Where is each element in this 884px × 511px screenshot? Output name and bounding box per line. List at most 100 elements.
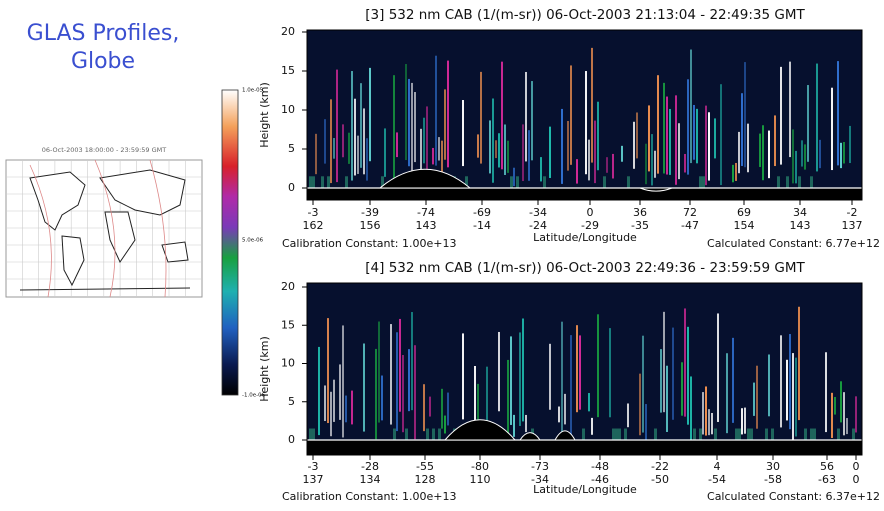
cloud-streak (672, 327, 674, 420)
cloud-streak (441, 140, 443, 188)
cloud-streak (681, 362, 683, 416)
cloud-streak (579, 335, 581, 410)
aerosol-layer (543, 176, 546, 188)
cloud-streak (558, 406, 560, 423)
cloud-streak (744, 62, 746, 168)
cloud-streak (423, 384, 425, 432)
cloud-streak (345, 395, 347, 423)
cloud-streak (525, 71, 527, 162)
cloud-streak (330, 99, 332, 184)
aerosol-layer (627, 176, 630, 188)
aerosol-layer (603, 176, 606, 188)
cloud-streak (477, 383, 479, 435)
cloud-streak (462, 333, 464, 420)
x-tick-lat: -2 (847, 206, 858, 219)
cloud-streak (351, 71, 353, 181)
cloud-streak (705, 105, 707, 186)
aerosol-layer (771, 428, 774, 440)
terrain (639, 187, 673, 192)
aerosol-layer (381, 176, 384, 188)
cloud-streak (447, 392, 449, 426)
aerosol-layer (618, 428, 621, 440)
cloud-streak (636, 112, 638, 159)
cloud-streak (678, 123, 680, 180)
aerosol-layer (426, 428, 429, 440)
cloud-streak (522, 318, 524, 422)
cloud-streak (756, 365, 758, 429)
cloud-streak (486, 366, 488, 424)
cloud-streak (432, 147, 434, 165)
cloud-streak (408, 78, 410, 167)
cloud-streak (435, 55, 437, 166)
x-tick-lat: -34 (529, 206, 547, 219)
x-tick-lon: 128 (415, 473, 436, 486)
cloud-streak (768, 130, 770, 179)
aerosol-layer (309, 176, 312, 188)
aerosol-layer (432, 428, 435, 440)
aerosol-layer (393, 428, 396, 440)
cloud-streak (342, 325, 344, 438)
continent (19, 287, 191, 291)
aerosol-layer (699, 428, 702, 440)
aerosol-layer (810, 428, 813, 440)
cloud-streak (519, 332, 521, 426)
x-tick-lat: 30 (766, 460, 780, 473)
x-tick-lat: 34 (793, 206, 807, 219)
cloud-streak (594, 120, 596, 184)
cloud-streak (687, 79, 689, 175)
aerosol-layer (345, 176, 348, 188)
cloud-streak (333, 379, 335, 422)
cloud-streak (714, 118, 716, 159)
cloud-streak (438, 137, 440, 161)
colorbar-label: 1.0e-05 (242, 88, 264, 94)
cloud-streak (648, 105, 650, 172)
x-tick-lat: 72 (683, 206, 697, 219)
cloud-streak (498, 331, 500, 412)
cloud-streak (414, 92, 416, 163)
cloud-streak (843, 142, 845, 164)
cloud-streak (384, 128, 386, 177)
x-tick-lat: 0 (853, 460, 860, 473)
cloud-streak (780, 335, 782, 428)
aerosol-layer (624, 428, 627, 440)
colorbar-label: 5.0e-06 (242, 238, 264, 244)
map-caption: 06-Oct-2003 18:00:00 - 23:59:59 GMT (42, 146, 167, 154)
cloud-streak (489, 120, 491, 174)
cloud-streak (792, 129, 794, 184)
x-tick-lat: -69 (473, 206, 491, 219)
x-tick-lon: -29 (581, 219, 599, 232)
cloud-streak (789, 61, 791, 158)
x-tick-lon: 0 (853, 473, 860, 486)
x-tick-lon: 156 (360, 219, 381, 232)
x-tick-lat: 56 (820, 460, 834, 473)
aerosol-layer (612, 428, 615, 440)
x-tick-lon: -24 (529, 219, 547, 232)
x-tick-lon: -14 (473, 219, 491, 232)
cloud-streak (513, 414, 515, 437)
x-tick-lat: 0 (587, 206, 594, 219)
cloud-streak (684, 153, 686, 173)
plot-area (307, 30, 862, 200)
y-tick-label: 0 (288, 433, 295, 446)
cloud-streak (759, 133, 761, 167)
x-tick-lon: 154 (734, 219, 755, 232)
y-tick-label: 5 (288, 395, 295, 408)
x-tick-lat: -3 (308, 460, 319, 473)
plot-frame (306, 29, 863, 201)
aerosol-layer (309, 428, 312, 440)
cloud-streak (561, 108, 563, 184)
aerosol-layer (699, 176, 702, 188)
cloud-streak (645, 143, 647, 185)
continent (99, 169, 186, 216)
calculated-constant: Calculated Constant: 6.77e+12 (707, 237, 880, 250)
aerosol-layer (693, 428, 696, 440)
cloud-streak (501, 61, 503, 170)
cloud-streak (570, 65, 572, 165)
aerosol-layer (837, 428, 840, 440)
aerosol-layer (747, 428, 750, 440)
cloud-streak (528, 130, 530, 181)
cloud-streak (405, 64, 407, 161)
x-tick-lon: -34 (531, 473, 549, 486)
cloud-streak (336, 69, 338, 183)
